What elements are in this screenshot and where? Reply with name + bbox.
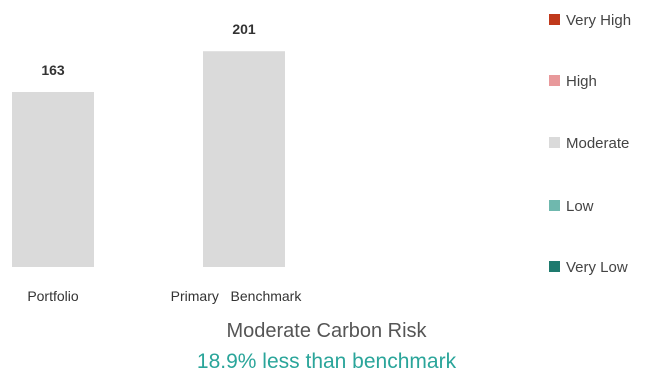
caption-subtitle: 18.9% less than benchmark	[196, 350, 457, 373]
legend-label-0: Very High	[566, 12, 631, 29]
caption-title: Moderate Carbon Risk	[226, 320, 427, 342]
legend-item-2: Moderate	[549, 135, 629, 152]
legend-swatch-0	[549, 14, 560, 25]
legend-item-3: Low	[549, 198, 594, 215]
bar-value-label-1: 201	[232, 21, 256, 37]
bar-value-label-0: 163	[41, 62, 65, 78]
legend-label-4: Very Low	[566, 259, 628, 276]
legend-swatch-4	[549, 261, 560, 272]
legend-label-3: Low	[566, 198, 594, 215]
legend-swatch-2	[549, 137, 560, 148]
legend-label-2: Moderate	[566, 135, 629, 152]
legend-item-1: High	[549, 73, 597, 90]
legend-label-1: High	[566, 73, 597, 90]
category-label-0: Portfolio	[27, 288, 79, 304]
bar-1	[203, 51, 285, 267]
category-label-1: Primary Benchmark	[171, 288, 303, 304]
legend-item-4: Very Low	[549, 259, 628, 276]
legend-swatch-3	[549, 200, 560, 211]
legend-item-0: Very High	[549, 12, 631, 29]
bar-0	[12, 92, 94, 267]
legend-swatch-1	[549, 75, 560, 86]
